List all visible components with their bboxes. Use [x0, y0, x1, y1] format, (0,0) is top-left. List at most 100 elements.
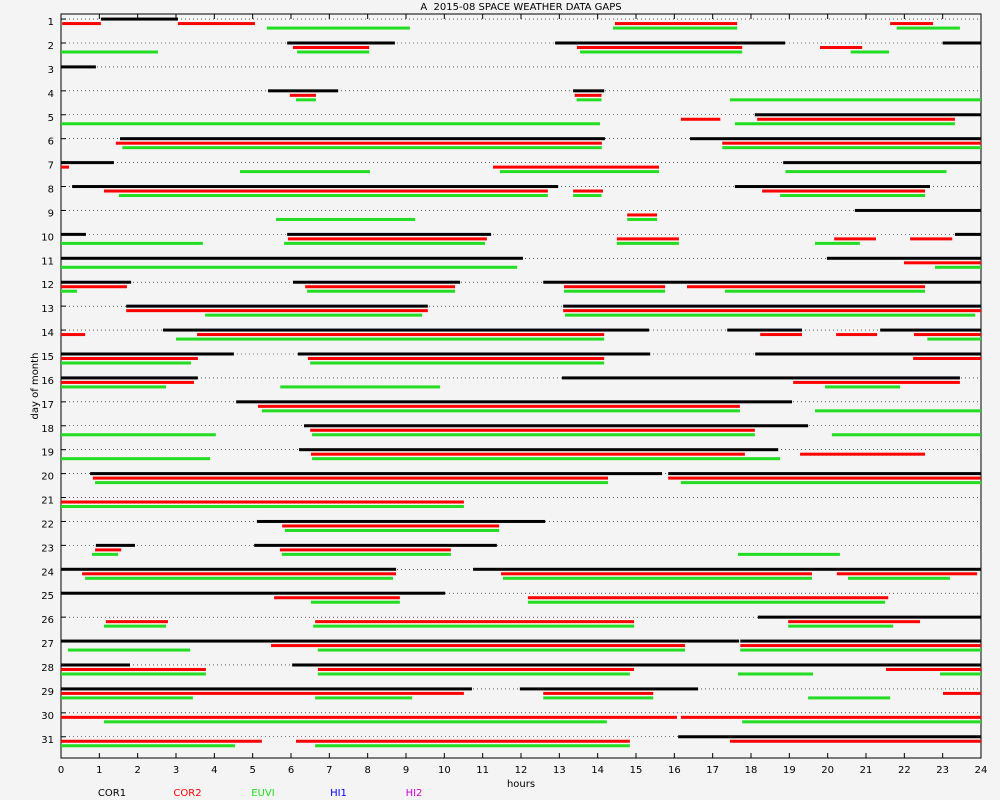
gap-bar — [310, 361, 605, 365]
gap-bar — [61, 122, 600, 126]
y-tick-label: 17 — [41, 400, 54, 411]
gap-bar — [297, 50, 370, 54]
gap-bar — [543, 691, 654, 695]
x-tick-label: 24 — [975, 765, 988, 776]
gap-bar — [573, 89, 605, 93]
gap-bar — [576, 45, 743, 49]
gap-bar — [880, 328, 981, 332]
gap-bar — [61, 505, 464, 509]
gap-bar — [737, 552, 840, 556]
y-tick-label: 10 — [41, 232, 54, 243]
gap-bar — [61, 500, 464, 504]
gap-bar — [95, 548, 122, 552]
gap-bar — [831, 433, 981, 437]
gap-bar — [847, 576, 950, 580]
x-tick-label: 14 — [591, 765, 604, 776]
gap-bar — [61, 65, 96, 69]
gap-bar — [61, 280, 132, 284]
gap-bar — [678, 735, 981, 739]
gap-bar — [295, 98, 316, 102]
y-tick-label: 7 — [48, 161, 54, 172]
gap-bar — [61, 232, 86, 236]
gap-bar — [574, 93, 602, 97]
gap-bar — [126, 309, 428, 313]
y-tick-label: 24 — [41, 567, 54, 578]
gap-bar — [310, 428, 755, 432]
gap-bar — [287, 237, 487, 241]
y-tick-label: 23 — [41, 543, 54, 554]
gap-bar — [616, 237, 679, 241]
gap-bar — [473, 567, 981, 571]
gap-bar — [118, 194, 548, 198]
gap-bar — [315, 744, 630, 748]
y-tick-label: 27 — [41, 639, 54, 650]
gap-bar — [61, 50, 158, 54]
gap-bar — [61, 256, 523, 260]
gap-bar — [954, 232, 981, 236]
gap-bar — [82, 572, 397, 576]
x-tick-label: 19 — [783, 765, 796, 776]
gap-bar — [126, 304, 428, 308]
gap-bar — [616, 241, 679, 245]
gap-bar — [820, 45, 863, 49]
gap-bar — [573, 194, 602, 198]
gap-bar — [903, 261, 981, 265]
gap-bar — [299, 448, 779, 452]
gap-bar — [757, 117, 955, 121]
gap-bar — [276, 217, 416, 221]
x-tick-label: 4 — [211, 765, 217, 776]
gap-bar — [315, 620, 635, 624]
y-tick-label: 12 — [41, 280, 54, 291]
gap-bar — [668, 472, 981, 476]
gap-bar — [627, 213, 658, 217]
gap-bar — [563, 309, 981, 313]
x-tick-label: 15 — [630, 765, 643, 776]
gap-bar — [292, 45, 370, 49]
gap-bar — [61, 663, 130, 667]
gap-bar — [61, 289, 78, 293]
gap-bar — [61, 696, 193, 700]
gap-bar — [800, 452, 926, 456]
gap-bar — [729, 739, 981, 743]
gap-bar — [268, 89, 339, 93]
y-tick-label: 15 — [41, 352, 54, 363]
y-tick-label: 21 — [41, 496, 54, 507]
y-tick-label: 1 — [48, 17, 54, 28]
gap-bar — [177, 22, 255, 26]
y-tick-label: 25 — [41, 591, 54, 602]
gap-bar — [61, 744, 236, 748]
gap-bar — [939, 672, 981, 676]
gap-bar — [240, 170, 370, 174]
gap-bar — [686, 285, 926, 289]
gap-bar — [729, 98, 981, 102]
gap-bar — [261, 409, 740, 413]
gap-bar — [815, 409, 981, 413]
y-tick-label: 6 — [48, 137, 54, 148]
y-tick-label: 2 — [48, 41, 54, 52]
gap-bar — [103, 624, 167, 628]
gap-bar — [281, 552, 451, 556]
gap-bar — [563, 289, 666, 293]
gap-bar — [103, 720, 607, 724]
gap-bar — [67, 648, 191, 652]
gap-bar — [287, 232, 492, 236]
gap-bar — [580, 50, 743, 54]
gap-bar — [757, 615, 981, 619]
gap-bar — [61, 739, 262, 743]
gap-bar — [927, 337, 981, 341]
gap-bar — [780, 194, 926, 198]
gap-bar — [627, 217, 658, 221]
gap-bar — [61, 361, 191, 365]
gap-bar — [61, 667, 206, 671]
gap-bar — [565, 313, 976, 317]
x-tick-label: 9 — [403, 765, 409, 776]
gap-bar — [755, 352, 981, 356]
x-tick-label: 2 — [134, 765, 140, 776]
y-tick-label: 18 — [41, 424, 54, 435]
gap-bar — [742, 720, 981, 724]
gap-bar — [61, 165, 70, 169]
gap-bar — [313, 624, 635, 628]
gap-bar — [176, 337, 605, 341]
